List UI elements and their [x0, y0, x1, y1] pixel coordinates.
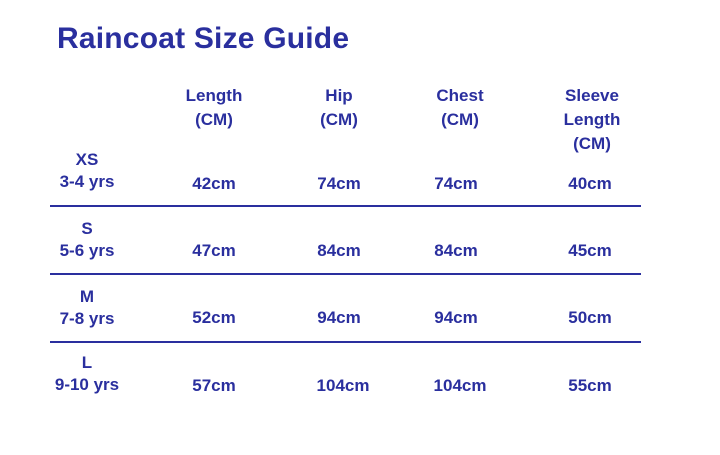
size-code: M	[79, 287, 95, 306]
cell-sleeve-length: 50cm	[568, 308, 612, 327]
cell-length: 57cm	[192, 376, 236, 395]
cell-sleeve-length: 40cm	[568, 174, 612, 193]
row-divider	[50, 205, 641, 207]
size-label-m: M 7-8 yrs	[60, 286, 115, 330]
cell-chest: 84cm	[434, 241, 478, 260]
cell-sleeve-length: 55cm	[568, 376, 612, 395]
age-range: 3-4 yrs	[59, 172, 115, 191]
size-label-l: L 9-10 yrs	[55, 352, 119, 396]
age-range: 5-6 yrs	[59, 241, 115, 260]
size-code: XS	[75, 150, 99, 169]
header-hip: Hip (CM)	[320, 86, 358, 129]
size-code: L	[81, 353, 93, 372]
size-label-s: S 5-6 yrs	[60, 218, 115, 262]
size-label-xs: XS 3-4 yrs	[60, 149, 115, 193]
header-chest: Chest (CM)	[436, 86, 484, 129]
cell-chest: 74cm	[434, 174, 478, 193]
age-range: 7-8 yrs	[59, 309, 115, 328]
cell-hip: 104cm	[316, 376, 370, 395]
cell-chest: 104cm	[433, 376, 487, 395]
cell-length: 52cm	[192, 308, 236, 327]
cell-hip: 94cm	[317, 308, 361, 327]
size-code: S	[81, 219, 93, 238]
cell-sleeve-length: 45cm	[568, 241, 612, 260]
age-range: 9-10 yrs	[54, 375, 120, 394]
cell-length: 47cm	[192, 241, 236, 260]
header-length: Length (CM)	[185, 86, 243, 129]
row-divider	[50, 341, 641, 343]
row-divider	[50, 273, 641, 275]
page-title: Raincoat Size Guide	[57, 22, 350, 55]
header-sleeve-length: Sleeve Length (CM)	[563, 86, 621, 153]
cell-hip: 84cm	[317, 241, 361, 260]
cell-length: 42cm	[192, 174, 236, 193]
cell-hip: 74cm	[317, 174, 361, 193]
cell-chest: 94cm	[434, 308, 478, 327]
